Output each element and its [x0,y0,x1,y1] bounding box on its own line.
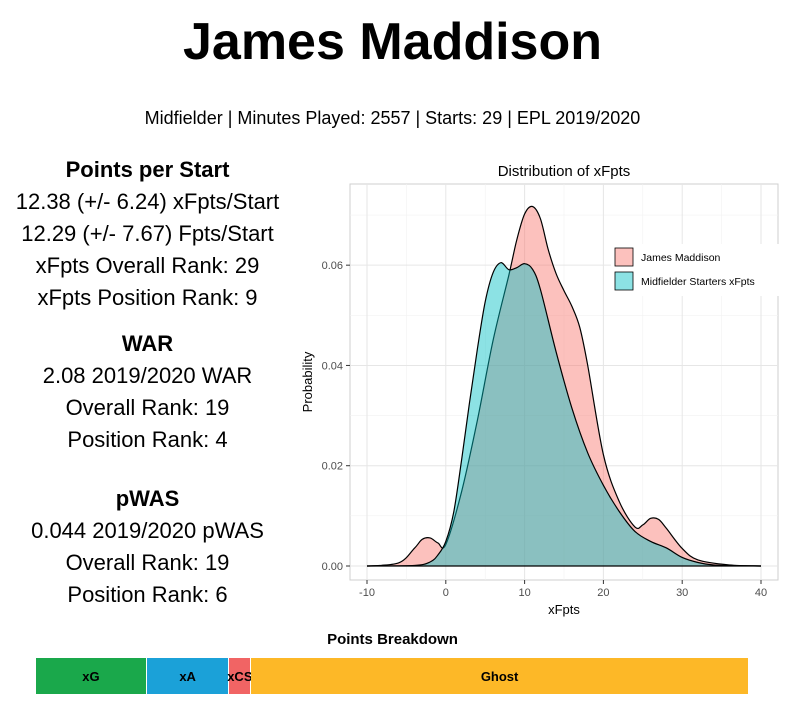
legend-label-0: James Maddison [641,252,721,264]
y-tick-label: 0.00 [322,561,343,573]
x-axis-label: xFpts [548,602,580,617]
density-area-1 [367,262,761,566]
war-overall-rank: Overall Rank: 19 [65,395,230,420]
breakdown-segment-xg: xG [36,658,147,694]
xfpts-per-start: 12.38 (+/- 6.24) xFpts/Start [15,189,280,214]
y-axis-label: Probability [300,351,315,412]
breakdown-segment-ghost: Ghost [251,658,749,694]
x-tick-label: 0 [443,587,449,599]
war-position-rank: Position Rank: 4 [67,427,228,452]
legend-key-1 [614,271,634,291]
x-tick-label: 20 [597,587,609,599]
legend-box [611,244,779,296]
pwas-value: 0.044 2019/2020 pWAS [31,518,264,543]
legend-key-0 [614,247,634,267]
player-name: James Maddison [182,13,603,71]
war-section: WAR 2.08 2019/2020 WAR Overall Rank: 19 … [0,328,295,456]
x-tick-label: -10 [359,587,375,599]
xfpts-overall-rank: xFpts Overall Rank: 29 [35,253,260,278]
density-line-1 [366,262,762,567]
x-tick-label: 30 [676,587,688,599]
y-tick-label: 0.02 [322,461,343,473]
x-tick-label: 40 [755,587,767,599]
x-tick-label: 10 [518,587,530,599]
chart-title: Distribution of xFpts [498,163,631,180]
y-tick-label: 0.04 [322,360,343,372]
points-per-start-section: Points per Start 12.38 (+/- 6.24) xFpts/… [0,154,295,314]
pwas-title: pWAS [115,486,180,511]
legend-label-1: Midfielder Starters xFpts [641,276,755,288]
y-tick-label: 0.06 [322,260,343,272]
player-subtitle: Midfielder | Minutes Played: 2557 | Star… [144,108,641,128]
fpts-per-start: 12.29 (+/- 7.67) Fpts/Start [21,221,274,246]
points-breakdown-bar: xG xA xCS Ghost [36,658,749,694]
war-title: WAR [121,331,174,356]
war-value: 2.08 2019/2020 WAR [42,363,253,388]
xfpts-density-chart: -10 0 10 20 30 40 0.00 0.02 0.04 0.06 Distribution… [300,163,779,617]
breakdown-segment-xcs: xCS [227,658,253,694]
points-breakdown-title: Points Breakdown [327,631,458,648]
pwas-overall-rank: Overall Rank: 19 [65,550,230,575]
xfpts-position-rank: xFpts Position Rank: 9 [37,285,258,310]
breakdown-segment-xa: xA [146,658,230,694]
points-per-start-title: Points per Start [65,157,230,182]
pwas-position-rank: Position Rank: 6 [67,582,228,607]
density-line-0 [366,205,762,567]
pwas-section: pWAS 0.044 2019/2020 pWAS Overall Rank: … [0,483,295,611]
